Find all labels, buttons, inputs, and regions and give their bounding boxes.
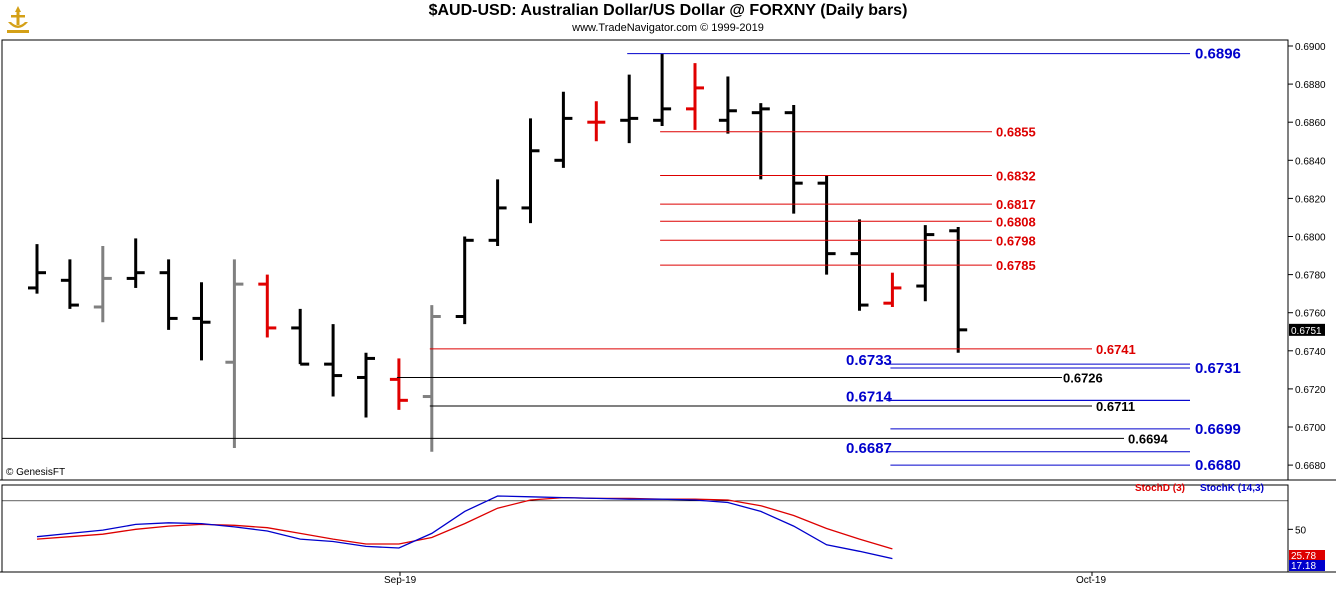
y-tick-label: 0.6680 <box>1295 461 1326 472</box>
stochastic-panel-frame <box>1 484 1289 573</box>
price-level-label: 0.6798 <box>996 233 1036 248</box>
stoch-k-legend: StochK (14,3) <box>1200 483 1264 494</box>
copyright-label: © GenesisFT <box>6 467 66 478</box>
last-price-box <box>1289 323 1325 336</box>
price-level-label: 0.6785 <box>996 258 1036 273</box>
y-tick-label: 0.6720 <box>1295 385 1326 396</box>
price-level-label: 0.6687 <box>846 440 892 457</box>
stoch-last-label: 17.18 <box>1291 561 1316 572</box>
y-tick-label: 0.6800 <box>1295 233 1326 244</box>
stoch-d-line <box>36 496 893 550</box>
stoch-last-label: 25.78 <box>1291 551 1316 562</box>
price-level-label: 0.6832 <box>996 169 1036 184</box>
price-level-label: 0.6731 <box>1195 360 1241 377</box>
price-level-label: 0.6694 <box>1128 431 1169 446</box>
price-level-label: 0.6733 <box>846 352 892 369</box>
price-level-label: 0.6741 <box>1096 342 1136 357</box>
chart-title: $AUD-USD: Australian Dollar/US Dollar @ … <box>428 2 908 19</box>
x-label-oct: Oct-19 <box>1076 575 1107 586</box>
chart-subtitle: www.TradeNavigator.com © 1999-2019 <box>572 22 764 34</box>
stoch-d-legend: StochD (3) <box>1135 483 1185 494</box>
stoch-tick-label: 50 <box>1295 525 1307 536</box>
y-tick-label: 0.6840 <box>1295 156 1326 167</box>
last-price-label: 0.6751 <box>1291 326 1322 337</box>
y-tick-label: 0.6700 <box>1295 423 1326 434</box>
price-level-label: 0.6711 <box>1096 399 1135 414</box>
stoch-last-box <box>1289 550 1325 561</box>
price-level-label: 0.6699 <box>1195 421 1241 438</box>
y-tick-label: 0.6740 <box>1295 347 1326 358</box>
price-level-label: 0.6726 <box>1063 370 1103 385</box>
y-tick-label: 0.6880 <box>1295 80 1326 91</box>
price-level-label: 0.6808 <box>996 214 1036 229</box>
x-label-sep: Sep-19 <box>384 575 417 586</box>
trade-navigator-logo-icon <box>7 6 29 33</box>
price-level-label: 0.6896 <box>1195 46 1241 63</box>
y-tick-label: 0.6760 <box>1295 309 1326 320</box>
y-tick-label: 0.6820 <box>1295 194 1326 205</box>
price-level-label: 0.6855 <box>996 125 1036 140</box>
y-tick-label: 0.6780 <box>1295 271 1326 282</box>
price-level-label: 0.6680 <box>1195 457 1241 474</box>
stoch-last-box <box>1289 560 1325 571</box>
price-level-label: 0.6714 <box>846 388 893 405</box>
y-tick-label: 0.6900 <box>1295 42 1326 53</box>
y-tick-label: 0.6860 <box>1295 118 1326 129</box>
price-level-label: 0.6817 <box>996 197 1036 212</box>
stoch-k-line <box>36 495 893 560</box>
